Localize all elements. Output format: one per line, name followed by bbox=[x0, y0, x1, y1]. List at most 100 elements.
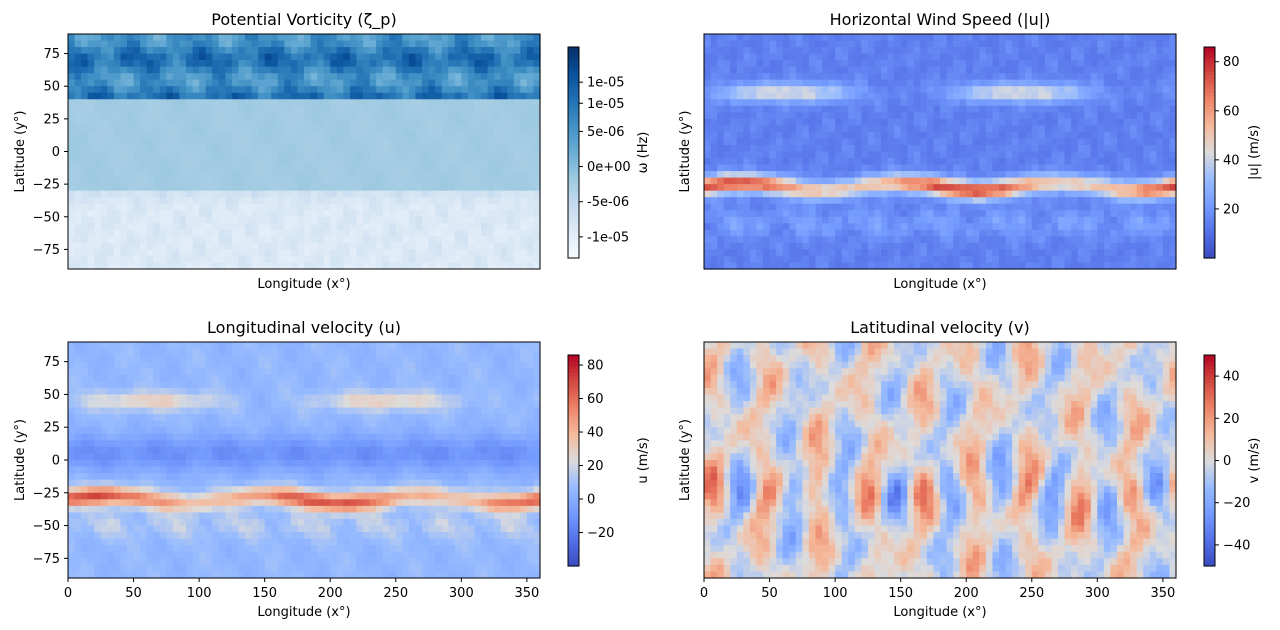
heatmap-cell bbox=[258, 184, 266, 192]
heatmap-cell bbox=[710, 223, 718, 231]
heatmap-cell bbox=[1090, 151, 1098, 159]
heatmap-cell bbox=[513, 197, 521, 205]
heatmap-cell bbox=[1044, 99, 1053, 107]
colorbar-segment bbox=[568, 96, 579, 101]
heatmap-cell bbox=[808, 223, 817, 231]
heatmap-cell bbox=[68, 144, 76, 153]
heatmap-cell bbox=[815, 125, 823, 133]
heatmap-cell bbox=[330, 125, 338, 133]
heatmap-cell bbox=[251, 203, 259, 211]
heatmap-cell bbox=[736, 229, 744, 237]
heatmap-cell bbox=[1038, 99, 1046, 107]
heatmap-cell bbox=[422, 229, 430, 237]
heatmap-cell bbox=[835, 40, 843, 48]
heatmap-cell bbox=[343, 47, 351, 55]
heatmap-cell bbox=[769, 112, 777, 120]
heatmap-cell bbox=[835, 158, 843, 166]
heatmap-cell bbox=[1064, 210, 1072, 218]
heatmap-cell bbox=[395, 66, 403, 74]
colorbar-segment bbox=[568, 236, 579, 242]
heatmap-cell bbox=[382, 125, 390, 133]
heatmap-cell bbox=[874, 53, 882, 61]
heatmap-cell bbox=[441, 236, 449, 244]
heatmap-cell bbox=[979, 229, 987, 237]
heatmap-cell bbox=[881, 138, 889, 146]
heatmap-cell bbox=[1162, 34, 1171, 42]
heatmap-cell bbox=[304, 255, 312, 264]
heatmap-cell bbox=[192, 171, 200, 179]
heatmap-cell bbox=[1130, 184, 1138, 192]
heatmap-cell bbox=[467, 151, 476, 159]
heatmap-cell bbox=[920, 223, 928, 231]
heatmap-cell bbox=[349, 236, 358, 244]
heatmap-cell bbox=[1149, 151, 1157, 159]
heatmap-cell bbox=[513, 138, 521, 146]
heatmap-cell bbox=[369, 164, 377, 172]
heatmap-cell bbox=[736, 131, 744, 140]
heatmap-cell bbox=[1077, 40, 1085, 48]
heatmap-cell bbox=[74, 158, 82, 166]
heatmap-cell bbox=[212, 236, 220, 244]
heatmap-cell bbox=[179, 144, 187, 153]
heatmap-cell bbox=[218, 151, 226, 159]
heatmap-cell bbox=[422, 86, 430, 94]
heatmap-cell bbox=[212, 242, 220, 251]
heatmap-cell bbox=[776, 131, 784, 140]
heatmap-cell bbox=[238, 92, 246, 100]
colorbar-segment bbox=[568, 54, 579, 59]
heatmap-cell bbox=[730, 79, 738, 87]
heatmap-cell bbox=[271, 66, 279, 74]
heatmap-cell bbox=[815, 118, 823, 126]
heatmap-cell bbox=[218, 92, 226, 100]
heatmap-cell bbox=[769, 229, 777, 237]
heatmap-cell bbox=[808, 190, 817, 198]
heatmap-cell bbox=[127, 236, 135, 244]
heatmap-cell bbox=[1051, 118, 1059, 126]
heatmap-cell bbox=[454, 158, 462, 166]
heatmap-cell bbox=[100, 255, 108, 264]
heatmap-cell bbox=[743, 158, 751, 166]
heatmap-cell bbox=[310, 118, 318, 126]
heatmap-cell bbox=[199, 177, 207, 185]
heatmap-cell bbox=[953, 47, 961, 55]
heatmap-cell bbox=[290, 86, 299, 94]
heatmap-cell bbox=[1169, 131, 1177, 140]
heatmap-cell bbox=[953, 164, 961, 172]
heatmap-cell bbox=[723, 86, 731, 94]
heatmap-cell bbox=[789, 190, 797, 198]
heatmap-cell bbox=[533, 229, 541, 237]
heatmap-cell bbox=[756, 229, 764, 237]
heatmap-cell bbox=[1044, 92, 1053, 100]
heatmap-cell bbox=[454, 236, 462, 244]
heatmap-cell bbox=[861, 112, 869, 120]
heatmap-cell bbox=[756, 236, 764, 244]
heatmap-cell bbox=[874, 112, 882, 120]
heatmap-cell bbox=[1169, 216, 1177, 224]
heatmap-cell bbox=[100, 138, 108, 146]
heatmap-cell bbox=[192, 131, 200, 140]
heatmap-cell bbox=[900, 229, 908, 237]
heatmap-cell bbox=[448, 79, 456, 87]
heatmap-cell bbox=[212, 249, 220, 257]
heatmap-cell bbox=[966, 190, 974, 198]
heatmap-cell bbox=[1018, 60, 1026, 68]
heatmap-cell bbox=[835, 203, 843, 211]
heatmap-cell bbox=[107, 60, 115, 68]
heatmap-cell bbox=[1084, 34, 1092, 42]
heatmap-cell bbox=[1149, 34, 1157, 42]
heatmap-cell bbox=[212, 53, 220, 61]
heatmap-cell bbox=[238, 236, 246, 244]
heatmap-cell bbox=[133, 197, 141, 205]
heatmap-cell bbox=[422, 99, 430, 107]
heatmap-cell bbox=[789, 34, 797, 42]
heatmap-cell bbox=[802, 197, 810, 205]
heatmap-cell bbox=[238, 53, 246, 61]
heatmap-cell bbox=[323, 79, 331, 87]
heatmap-cell bbox=[68, 34, 76, 42]
heatmap-cell bbox=[323, 203, 331, 211]
heatmap-cell bbox=[776, 53, 784, 61]
heatmap-cell bbox=[271, 47, 279, 55]
heatmap-cell bbox=[1156, 203, 1164, 211]
heatmap-cell bbox=[887, 60, 895, 68]
heatmap-cell bbox=[1117, 171, 1125, 179]
